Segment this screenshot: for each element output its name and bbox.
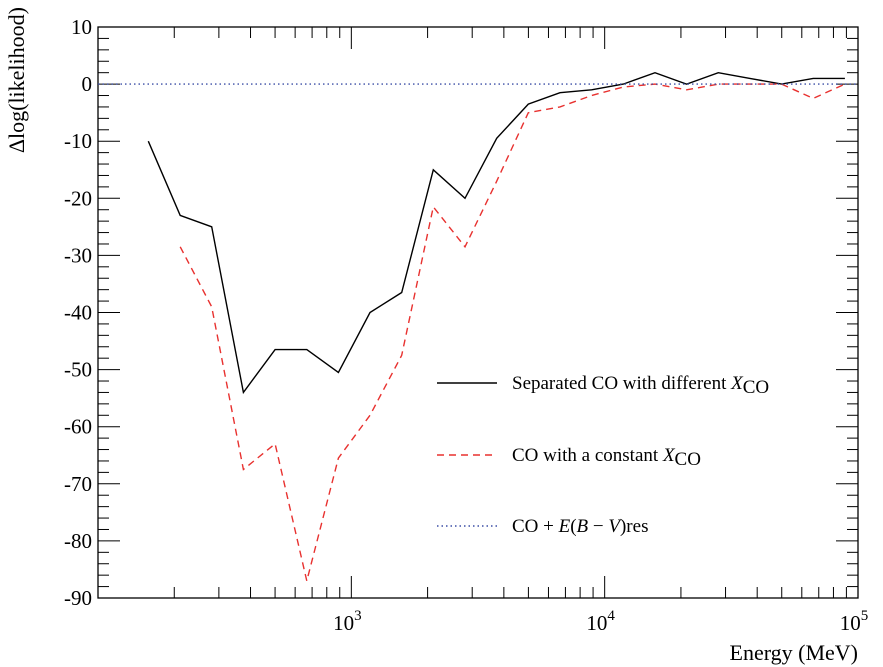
y-tick-label: -40 [64,301,92,325]
x-tick-label: 103 [333,608,362,635]
x-tick-label: 105 [840,608,869,635]
legend-label-3: CO + E(B − V)res [512,516,648,537]
y-tick-label: -60 [64,415,92,439]
x-axis-title: Energy (MeV) [730,640,859,665]
y-tick-label: -30 [64,243,92,267]
y-tick-label: 10 [71,15,92,39]
y-tick-label: 0 [82,72,93,96]
legend-label-2: CO with a constant XCO [512,445,701,470]
y-tick-label: -50 [64,358,92,382]
x-tick-label: 104 [586,608,615,635]
y-axis-title: Δlog(likelihood) [4,7,29,153]
y-tick-label: -80 [64,529,92,553]
y-tick-label: -90 [64,586,92,610]
legend-label-1: Separated CO with different XCO [512,373,769,398]
y-tick-label: -70 [64,472,92,496]
series-line-2 [179,83,846,582]
y-tick-label: -20 [64,186,92,210]
plot-frame [97,26,859,599]
y-tick-label: -10 [64,129,92,153]
series-line-1 [147,71,845,395]
